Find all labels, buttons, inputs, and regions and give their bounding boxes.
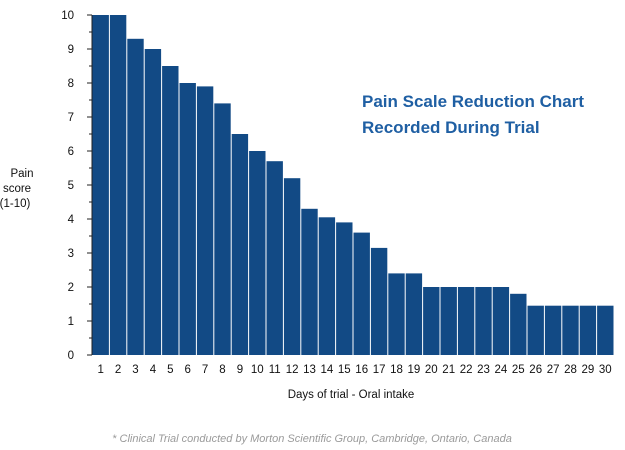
y-tick-label: 4 xyxy=(68,214,75,226)
y-tick-label: 0 xyxy=(68,350,74,362)
bar-day-8 xyxy=(214,103,231,356)
x-tick-label: 6 xyxy=(184,364,190,376)
bar-day-25 xyxy=(510,293,527,355)
x-tick-label: 16 xyxy=(355,364,368,376)
bar-day-13 xyxy=(301,208,318,355)
x-tick-label: 24 xyxy=(495,364,508,376)
x-tick-label: 23 xyxy=(477,364,490,376)
bar-day-19 xyxy=(405,273,423,355)
bar-day-3 xyxy=(127,38,144,356)
y-axis-ticks: 0 1 2 3 4 5 6 7 8 9 10 xyxy=(61,10,92,362)
bar-day-23 xyxy=(475,287,492,355)
y-tick-label: 10 xyxy=(61,10,74,22)
x-tick-label: 3 xyxy=(132,364,138,376)
chart-title-line-2: Recorded During Trial xyxy=(362,118,540,137)
x-axis-label: Days of trial - Oral intake xyxy=(288,389,415,401)
bar-day-27 xyxy=(544,305,562,355)
bar-day-21 xyxy=(440,287,457,355)
bar-day-16 xyxy=(353,232,370,355)
bar-day-12 xyxy=(283,178,301,355)
y-axis-label-line-3: (1-10) xyxy=(0,198,31,210)
y-tick-label: 5 xyxy=(68,180,74,192)
x-tick-label: 15 xyxy=(338,364,351,376)
x-tick-label: 30 xyxy=(599,364,612,376)
x-tick-label: 19 xyxy=(408,364,421,376)
bar-day-29 xyxy=(579,305,597,355)
x-tick-label: 25 xyxy=(512,364,525,376)
x-tick-label: 2 xyxy=(115,364,121,376)
bar-day-17 xyxy=(370,247,388,355)
x-tick-label: 21 xyxy=(442,364,455,376)
bars-group xyxy=(92,15,614,356)
y-axis-label-line-2: score xyxy=(3,183,31,195)
y-axis-label-line-1: Pain xyxy=(10,168,33,180)
x-tick-label: 12 xyxy=(286,364,299,376)
bar-day-10 xyxy=(249,151,266,355)
x-tick-label: 20 xyxy=(425,364,438,376)
x-tick-label: 4 xyxy=(150,364,157,376)
bar-day-11 xyxy=(266,161,283,355)
x-tick-label: 5 xyxy=(167,364,173,376)
bar-day-7 xyxy=(196,86,214,356)
bar-day-24 xyxy=(492,287,510,355)
x-tick-label: 29 xyxy=(582,364,595,376)
bar-day-20 xyxy=(423,287,440,355)
y-tick-label: 1 xyxy=(68,316,74,328)
x-tick-label: 14 xyxy=(321,364,334,376)
x-tick-label: 1 xyxy=(97,364,103,376)
y-tick-label: 6 xyxy=(68,146,74,158)
x-tick-label: 13 xyxy=(303,364,316,376)
y-tick-label: 7 xyxy=(68,112,74,124)
x-tick-label: 18 xyxy=(390,364,403,376)
x-tick-label: 8 xyxy=(219,364,225,376)
bar-day-1 xyxy=(92,15,109,355)
bar-day-9 xyxy=(231,134,249,355)
bar-day-28 xyxy=(562,305,579,355)
chart-title-line-1: Pain Scale Reduction Chart xyxy=(362,92,584,111)
x-tick-label: 10 xyxy=(251,364,264,376)
bar-day-5 xyxy=(162,66,179,355)
x-tick-label: 9 xyxy=(237,364,243,376)
bar-day-15 xyxy=(336,222,353,355)
x-tick-label: 28 xyxy=(564,364,577,376)
x-tick-label: 26 xyxy=(529,364,542,376)
x-axis-ticks: 1 2 3 4 5 6 7 8 9 10 11 12 13 14 15 16 17 18 19 20 21 22 23 24 2… xyxy=(97,364,611,376)
bar-day-30 xyxy=(597,305,614,355)
bar-day-4 xyxy=(144,49,162,355)
bar-day-2 xyxy=(109,15,127,355)
bar-day-18 xyxy=(388,273,405,355)
bar-day-14 xyxy=(318,217,336,355)
bar-day-22 xyxy=(457,287,475,355)
x-tick-label: 27 xyxy=(547,364,560,376)
y-tick-label: 2 xyxy=(68,282,74,294)
footnote: * Clinical Trial conducted by Morton Sci… xyxy=(112,433,512,445)
bar-day-6 xyxy=(179,83,196,355)
x-tick-label: 11 xyxy=(269,364,281,376)
y-tick-label: 8 xyxy=(68,78,74,90)
x-tick-label: 17 xyxy=(373,364,386,376)
y-tick-label: 3 xyxy=(68,248,74,260)
bar-day-26 xyxy=(527,305,544,355)
x-tick-label: 22 xyxy=(460,364,473,376)
x-tick-label: 7 xyxy=(202,364,208,376)
y-tick-label: 9 xyxy=(68,44,74,56)
